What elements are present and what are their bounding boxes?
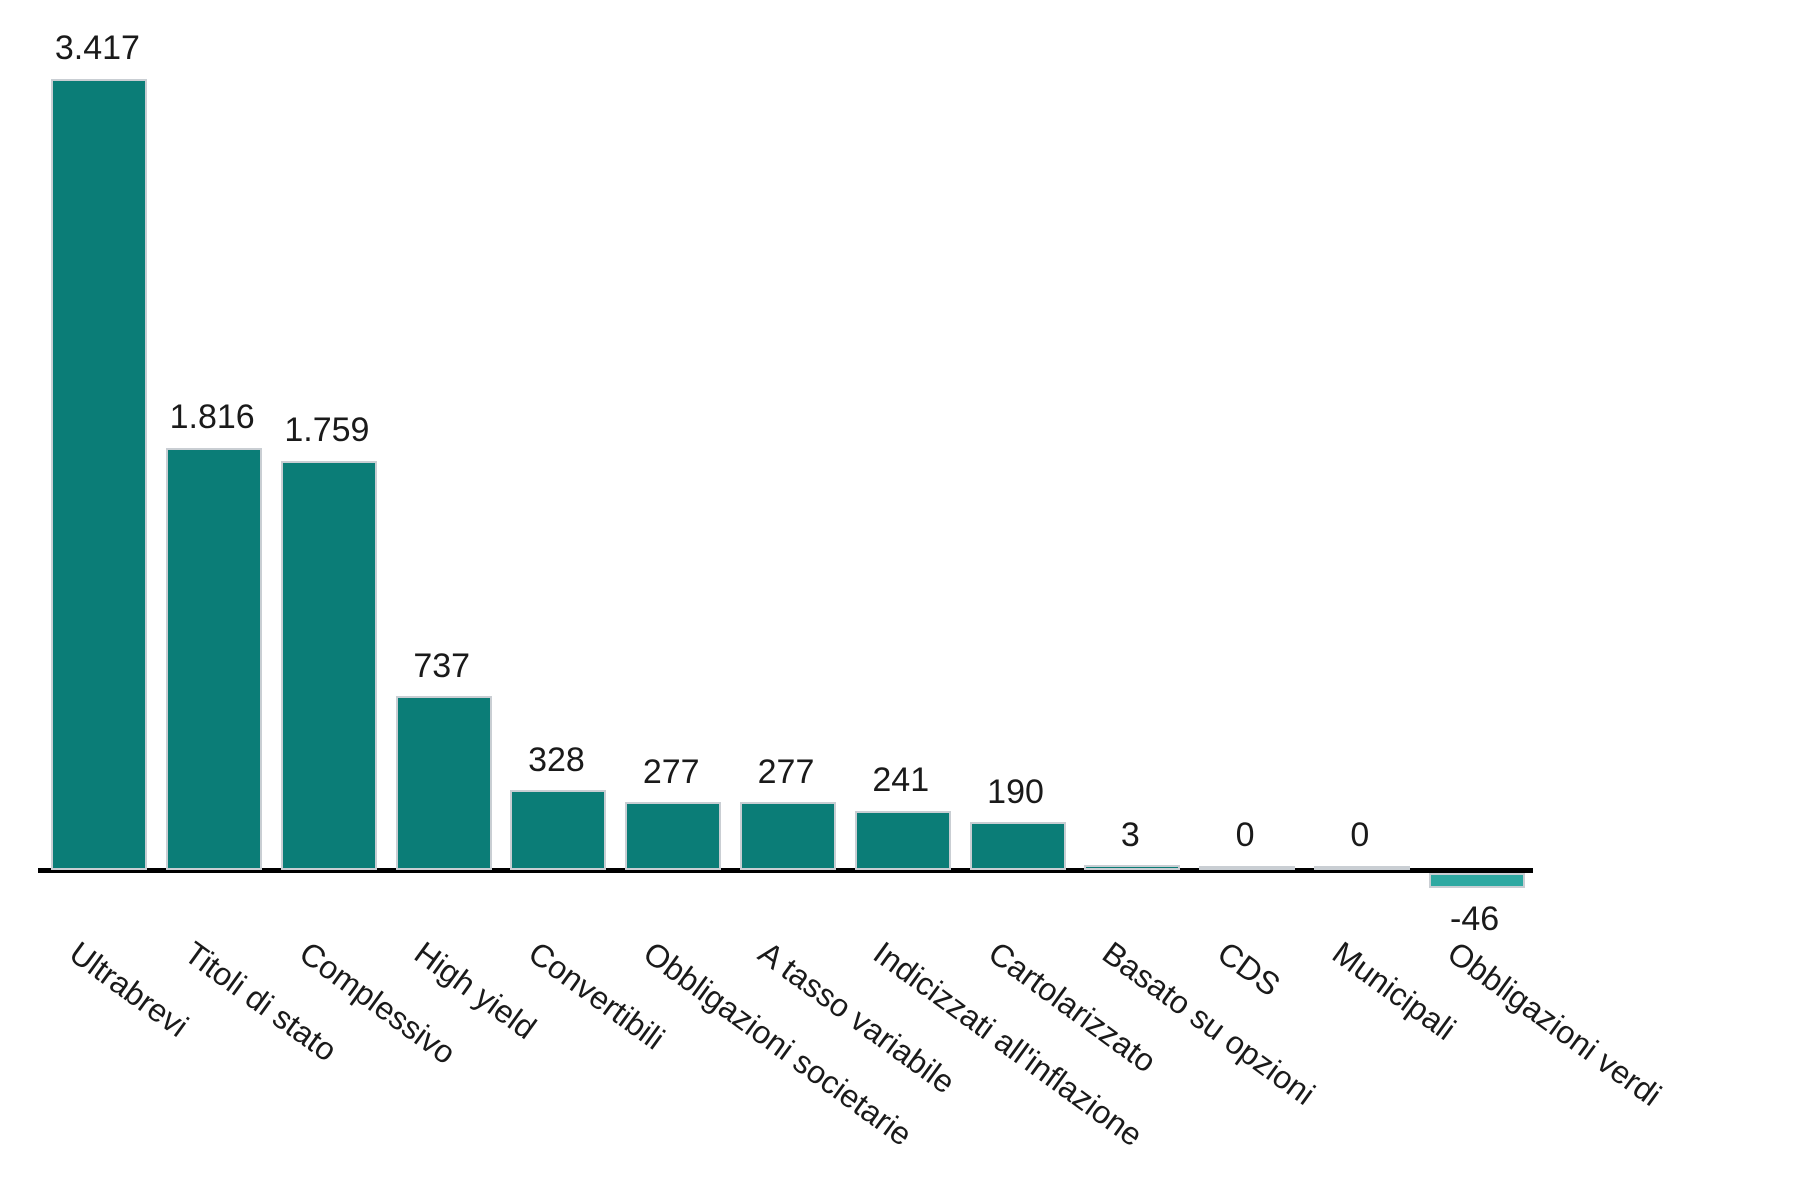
x-tick-label-11: CDS xyxy=(1211,934,1287,1004)
bar-6 xyxy=(625,802,722,870)
bar-value-label-5: 328 xyxy=(528,740,585,779)
bar-11 xyxy=(1199,866,1296,870)
bar-value-label-9: 190 xyxy=(987,772,1044,811)
bar-4 xyxy=(395,696,492,870)
x-axis-line xyxy=(38,868,1533,873)
bar-value-label-10: 3 xyxy=(1120,815,1140,854)
bar-5 xyxy=(510,790,607,870)
bar-value-label-7: 277 xyxy=(757,752,815,791)
bar-value-label-12: 0 xyxy=(1350,816,1370,855)
bar-value-label-6: 277 xyxy=(642,752,700,791)
x-tick-label-13: Obbligazioni verdi xyxy=(1440,934,1668,1114)
bar-3 xyxy=(280,460,377,870)
bar-10 xyxy=(1084,865,1181,870)
bar-value-label-3: 1.759 xyxy=(284,411,370,450)
bar-8 xyxy=(854,810,951,870)
bar-2 xyxy=(166,447,263,870)
bar-13 xyxy=(1428,873,1525,888)
bar-9 xyxy=(969,822,1066,870)
bar-7 xyxy=(740,802,836,870)
x-tick-label-7: A tasso variabile xyxy=(752,934,962,1101)
x-tick-label-12: Municipali xyxy=(1325,934,1463,1048)
bar-value-label-2: 1.816 xyxy=(169,398,255,437)
bar-1 xyxy=(51,79,148,870)
x-tick-label-10: Basato su opzioni xyxy=(1096,934,1322,1112)
bar-value-label-4: 737 xyxy=(413,646,471,685)
bar-12 xyxy=(1313,866,1410,870)
bar-value-label-11: 0 xyxy=(1235,816,1255,855)
bar-value-label-13: -46 xyxy=(1450,899,1500,938)
bar-value-label-1: 3.417 xyxy=(54,29,140,68)
bar-value-label-8: 241 xyxy=(872,760,930,799)
x-tick-label-1: Ultrabrevi xyxy=(63,934,196,1044)
